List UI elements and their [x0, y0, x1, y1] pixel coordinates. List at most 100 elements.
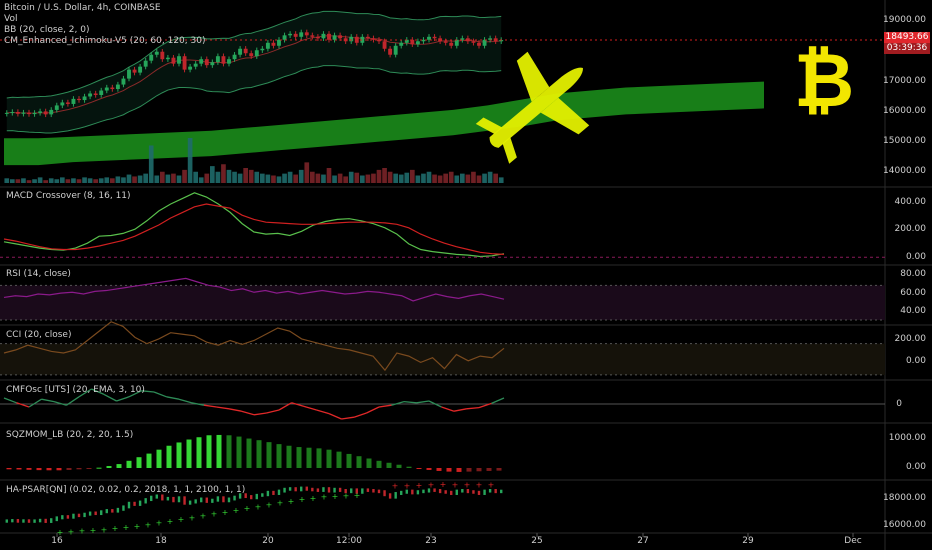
volume-bar: [437, 175, 443, 183]
psar-dot: +: [145, 521, 152, 530]
candle-body: [232, 54, 237, 60]
volume-bar: [32, 179, 37, 183]
candle-body: [315, 36, 320, 39]
cmf-segment: [303, 405, 317, 411]
volume-bar: [198, 177, 204, 183]
sqz-bar: [406, 466, 412, 468]
candle-body: [421, 39, 426, 42]
sqz-bar: [256, 440, 262, 468]
macd-label[interactable]: MACD Crossover (8, 16, 11): [6, 191, 131, 201]
study-bb[interactable]: BB (20, close, 2, 0): [4, 25, 90, 35]
candle-body: [193, 63, 198, 67]
study-vol[interactable]: Vol: [4, 14, 18, 24]
ha-candle: [316, 488, 320, 492]
ha-candle: [461, 489, 464, 493]
ha-candle: [188, 500, 192, 505]
ha-candle: [250, 495, 253, 500]
sqz-bar: [136, 457, 142, 468]
candle-body: [127, 69, 131, 79]
candle-body: [443, 41, 448, 43]
volume-bar: [343, 176, 348, 183]
decorations: ₿: [475, 38, 854, 164]
cmf-segment: [278, 402, 292, 411]
candle-body: [188, 66, 193, 70]
ha-candle: [416, 490, 420, 495]
psar-label[interactable]: HA-PSAR[QN] (0.02, 0.02, 0.2, 2018, 1, 1…: [6, 485, 246, 495]
candle-body: [465, 38, 470, 42]
volume-bar: [232, 171, 237, 183]
volume-bar: [204, 173, 210, 183]
sqz-bar: [466, 468, 472, 472]
cmf-segment: [216, 406, 230, 410]
candle-body: [254, 50, 259, 57]
volume-bar: [493, 173, 498, 183]
candle-body: [171, 57, 176, 64]
sqz-bar: [46, 468, 52, 471]
ha-candle: [50, 518, 53, 523]
ha-candle: [483, 489, 486, 495]
volume-bar: [271, 175, 276, 183]
candle-body: [65, 102, 70, 104]
psar-dot: +: [416, 481, 423, 490]
x-tick: 20: [262, 536, 274, 546]
price-tick: 17000.00: [883, 76, 926, 86]
volume-bar: [371, 173, 376, 183]
sqz-bar: [486, 468, 492, 471]
sqz-bar: [306, 447, 312, 468]
candle-body: [204, 59, 209, 66]
cmf-segment: [228, 408, 242, 412]
cmf-segment: [78, 388, 92, 398]
rsi-tick: 40.00: [900, 306, 926, 316]
cmf-segment: [141, 390, 155, 393]
sqz-bar: [126, 460, 132, 468]
candle-body: [43, 111, 48, 115]
ha-candle: [72, 513, 75, 519]
ha-candle: [294, 487, 297, 492]
ha-candle: [300, 486, 303, 492]
price-pane[interactable]: [0, 10, 885, 183]
volume-bar: [454, 175, 460, 183]
volume-bar: [243, 168, 248, 183]
ha-candle: [305, 486, 308, 491]
ha-candle: [122, 505, 125, 511]
candle-body: [299, 32, 304, 37]
volume-bar: [132, 176, 137, 183]
ha-candle: [272, 490, 275, 495]
sqz-label[interactable]: SQZMOM_LB (20, 2, 20, 1.5): [6, 430, 134, 440]
ha-candle: [100, 510, 103, 516]
psar-dot: +: [211, 510, 218, 519]
cmf-segment: [91, 388, 105, 395]
sqz-bar: [206, 435, 212, 468]
study-ichimoku[interactable]: CM_Enhanced_Ichimoku-V5 (20, 60, 120, 30…: [4, 36, 206, 46]
sqz-bar: [266, 442, 272, 468]
volume-bar: [98, 178, 104, 183]
candle-body: [110, 87, 115, 90]
sqz-bar: [36, 468, 42, 471]
x-tick: 16: [51, 536, 63, 546]
volume-bar: [332, 175, 337, 183]
ha-candle: [327, 487, 331, 493]
psar-dot: +: [134, 522, 141, 531]
volume-bar: [65, 179, 71, 183]
sqz-bar: [426, 468, 432, 470]
cmf-label[interactable]: CMFOsc [UTS] (20, EMA, 3, 10): [6, 385, 145, 395]
rsi-label[interactable]: RSI (14, close): [6, 269, 71, 279]
candle-body: [477, 42, 481, 46]
volume-bar: [304, 162, 310, 183]
ha-candle: [377, 489, 381, 494]
cci-label[interactable]: CCI (20, close): [6, 330, 72, 340]
psar-dot: +: [288, 497, 295, 506]
ha-candle: [455, 489, 458, 495]
volume-bar: [426, 171, 432, 183]
ha-candle: [344, 489, 347, 494]
ichimoku-cloud: [4, 81, 764, 166]
candle-body: [15, 111, 20, 114]
candle-body: [215, 56, 220, 63]
candle-body: [454, 39, 459, 46]
psar-dot: +: [428, 480, 435, 489]
volume-bar: [126, 174, 132, 183]
volume-bar: [476, 175, 482, 183]
sqz-bar: [156, 449, 162, 468]
volume-bar: [4, 178, 10, 183]
ha-candle: [427, 488, 431, 493]
